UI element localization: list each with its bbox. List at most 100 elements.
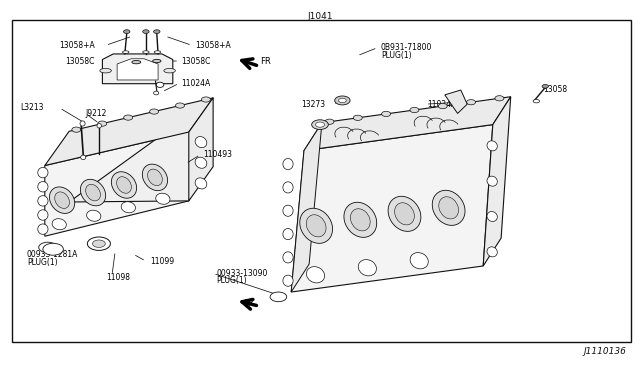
Ellipse shape bbox=[52, 219, 67, 230]
Text: 13058: 13058 bbox=[543, 85, 567, 94]
Text: 13273: 13273 bbox=[301, 100, 325, 109]
Ellipse shape bbox=[143, 51, 149, 53]
Circle shape bbox=[325, 119, 334, 124]
Polygon shape bbox=[45, 132, 189, 236]
Ellipse shape bbox=[358, 260, 376, 276]
Circle shape bbox=[312, 120, 328, 129]
Polygon shape bbox=[69, 98, 213, 202]
Text: L3213: L3213 bbox=[20, 103, 44, 112]
Ellipse shape bbox=[542, 84, 548, 88]
Text: 13058C: 13058C bbox=[65, 57, 95, 65]
Polygon shape bbox=[102, 54, 173, 84]
Ellipse shape bbox=[148, 169, 163, 186]
Circle shape bbox=[410, 108, 419, 113]
Circle shape bbox=[124, 115, 132, 120]
Circle shape bbox=[270, 292, 287, 302]
Ellipse shape bbox=[283, 182, 293, 193]
Ellipse shape bbox=[156, 193, 170, 204]
Circle shape bbox=[38, 242, 56, 253]
Ellipse shape bbox=[116, 177, 131, 193]
Ellipse shape bbox=[49, 187, 75, 214]
Text: J1041: J1041 bbox=[307, 12, 333, 21]
Ellipse shape bbox=[300, 208, 333, 243]
Ellipse shape bbox=[132, 61, 141, 64]
Ellipse shape bbox=[307, 215, 326, 237]
Polygon shape bbox=[117, 59, 158, 80]
Circle shape bbox=[98, 121, 107, 126]
Circle shape bbox=[150, 109, 159, 114]
Polygon shape bbox=[445, 90, 467, 113]
Circle shape bbox=[87, 237, 110, 250]
Ellipse shape bbox=[154, 30, 160, 33]
Ellipse shape bbox=[195, 178, 207, 189]
Circle shape bbox=[43, 243, 63, 255]
Ellipse shape bbox=[80, 121, 85, 126]
Text: 13058+A: 13058+A bbox=[195, 41, 231, 50]
Polygon shape bbox=[291, 123, 322, 292]
Text: PLUG(1): PLUG(1) bbox=[381, 51, 412, 60]
Ellipse shape bbox=[38, 167, 48, 178]
Ellipse shape bbox=[195, 157, 207, 168]
Ellipse shape bbox=[351, 209, 370, 231]
Circle shape bbox=[175, 103, 184, 108]
Ellipse shape bbox=[86, 210, 101, 221]
Text: 13058C: 13058C bbox=[181, 57, 211, 65]
Circle shape bbox=[316, 122, 324, 127]
Text: J1110136: J1110136 bbox=[583, 347, 626, 356]
Polygon shape bbox=[291, 125, 493, 292]
Ellipse shape bbox=[38, 224, 48, 234]
Text: 00933-1281A: 00933-1281A bbox=[27, 250, 78, 259]
Ellipse shape bbox=[487, 176, 497, 186]
Text: 11098: 11098 bbox=[106, 273, 131, 282]
Ellipse shape bbox=[86, 184, 100, 201]
Text: FR: FR bbox=[260, 57, 271, 66]
Ellipse shape bbox=[487, 212, 497, 221]
Ellipse shape bbox=[283, 228, 293, 240]
Ellipse shape bbox=[81, 179, 106, 206]
Bar bbox=[12, 20, 631, 342]
Polygon shape bbox=[45, 98, 213, 166]
Text: 11024A: 11024A bbox=[428, 100, 457, 109]
Ellipse shape bbox=[81, 155, 86, 160]
Ellipse shape bbox=[97, 124, 101, 128]
Text: PLUG(1): PLUG(1) bbox=[216, 276, 247, 285]
Ellipse shape bbox=[487, 247, 497, 257]
Ellipse shape bbox=[143, 30, 149, 33]
Ellipse shape bbox=[388, 196, 421, 231]
Ellipse shape bbox=[142, 164, 168, 190]
Ellipse shape bbox=[38, 182, 48, 192]
Circle shape bbox=[202, 97, 211, 102]
Ellipse shape bbox=[283, 158, 293, 170]
Ellipse shape bbox=[283, 252, 293, 263]
Ellipse shape bbox=[432, 190, 465, 225]
Ellipse shape bbox=[38, 196, 48, 206]
Polygon shape bbox=[189, 98, 213, 201]
Circle shape bbox=[92, 240, 105, 247]
Ellipse shape bbox=[533, 100, 540, 103]
Text: 110493: 110493 bbox=[204, 150, 232, 159]
Circle shape bbox=[339, 98, 346, 103]
Ellipse shape bbox=[195, 137, 207, 148]
Text: 00933-13090: 00933-13090 bbox=[216, 269, 268, 278]
Ellipse shape bbox=[395, 203, 414, 225]
Text: 0B931-71800: 0B931-71800 bbox=[381, 43, 432, 52]
Ellipse shape bbox=[283, 205, 293, 217]
Ellipse shape bbox=[307, 267, 324, 283]
Polygon shape bbox=[483, 97, 511, 266]
Ellipse shape bbox=[154, 91, 159, 95]
Ellipse shape bbox=[344, 202, 377, 237]
Text: PLUG(1): PLUG(1) bbox=[27, 258, 58, 267]
Ellipse shape bbox=[121, 202, 136, 213]
Text: FR: FR bbox=[243, 299, 253, 308]
Ellipse shape bbox=[154, 51, 161, 53]
Polygon shape bbox=[304, 97, 511, 151]
Text: 11024A: 11024A bbox=[181, 79, 211, 88]
Text: 13058+A: 13058+A bbox=[59, 41, 95, 50]
Circle shape bbox=[495, 96, 504, 101]
Ellipse shape bbox=[410, 253, 428, 269]
Circle shape bbox=[335, 96, 350, 105]
Circle shape bbox=[467, 100, 476, 105]
Ellipse shape bbox=[100, 68, 111, 73]
Ellipse shape bbox=[54, 192, 70, 208]
Text: 11099: 11099 bbox=[150, 257, 174, 266]
